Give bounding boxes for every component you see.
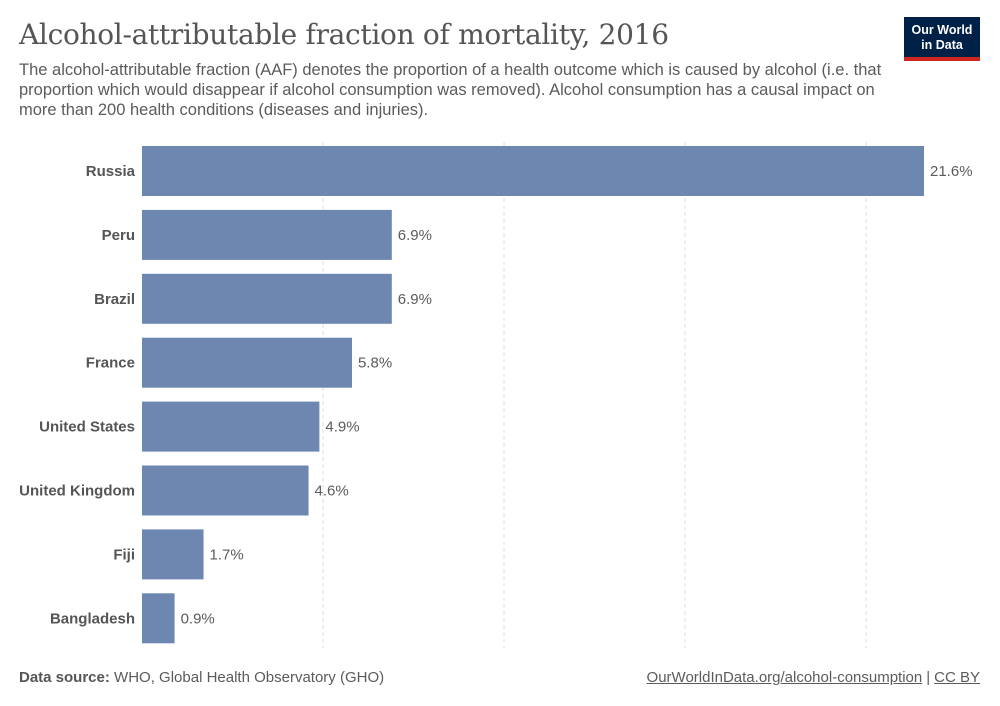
owid-logo[interactable]: Our World in Data bbox=[904, 17, 980, 61]
bars bbox=[142, 146, 924, 644]
logo-line-2: in Data bbox=[921, 38, 963, 52]
license-link[interactable]: CC BY bbox=[934, 669, 980, 686]
value-label-bangladesh: 0.9% bbox=[181, 610, 215, 627]
bar-brazil[interactable] bbox=[142, 273, 392, 324]
chart-title: Alcohol-attributable fraction of mortali… bbox=[19, 18, 669, 51]
logo-line-1: Our World bbox=[911, 23, 973, 37]
gridlines bbox=[322, 142, 867, 648]
category-label-united-states: United States bbox=[39, 419, 135, 436]
value-label-united-states: 4.9% bbox=[325, 419, 359, 436]
labels: Russia 21.6% Peru 6.9% Brazil 6.9% France 5.8% U… bbox=[19, 163, 972, 627]
category-label-brazil: Brazil bbox=[94, 291, 135, 308]
footer-links: OurWorldInData.org/alcohol-consumption | C… bbox=[647, 669, 980, 686]
data-source-label: Data source: bbox=[19, 669, 110, 686]
source-link[interactable]: OurWorldInData.org/alcohol-consumption bbox=[646, 669, 923, 686]
category-label-bangladesh: Bangladesh bbox=[50, 610, 135, 627]
data-source-text: WHO, Global Health Observatory (GHO) bbox=[114, 669, 385, 686]
category-label-peru: Peru bbox=[102, 227, 135, 244]
bar-united-states[interactable] bbox=[142, 401, 320, 452]
footer-separator: | bbox=[926, 669, 931, 686]
bar-russia[interactable] bbox=[142, 146, 924, 196]
value-label-russia: 21.6% bbox=[930, 163, 973, 180]
bar-france[interactable] bbox=[142, 337, 352, 388]
bar-peru[interactable] bbox=[142, 209, 392, 260]
bar-united-kingdom[interactable] bbox=[142, 465, 309, 516]
value-label-brazil: 6.9% bbox=[398, 291, 432, 308]
bar-bangladesh[interactable] bbox=[142, 593, 175, 644]
data-source: Data source: WHO, Global Health Observat… bbox=[19, 669, 384, 686]
value-label-peru: 6.9% bbox=[398, 227, 432, 244]
value-label-fiji: 1.7% bbox=[210, 546, 244, 563]
category-label-russia: Russia bbox=[86, 163, 136, 180]
chart-subtitle: The alcohol-attributable fraction (AAF) … bbox=[19, 61, 882, 119]
bar-fiji[interactable] bbox=[142, 529, 204, 580]
category-label-france: France bbox=[86, 355, 135, 372]
category-label-united-kingdom: United Kingdom bbox=[19, 483, 135, 500]
category-label-fiji: Fiji bbox=[113, 546, 135, 563]
value-label-united-kingdom: 4.6% bbox=[315, 483, 349, 500]
value-label-france: 5.8% bbox=[358, 355, 392, 372]
